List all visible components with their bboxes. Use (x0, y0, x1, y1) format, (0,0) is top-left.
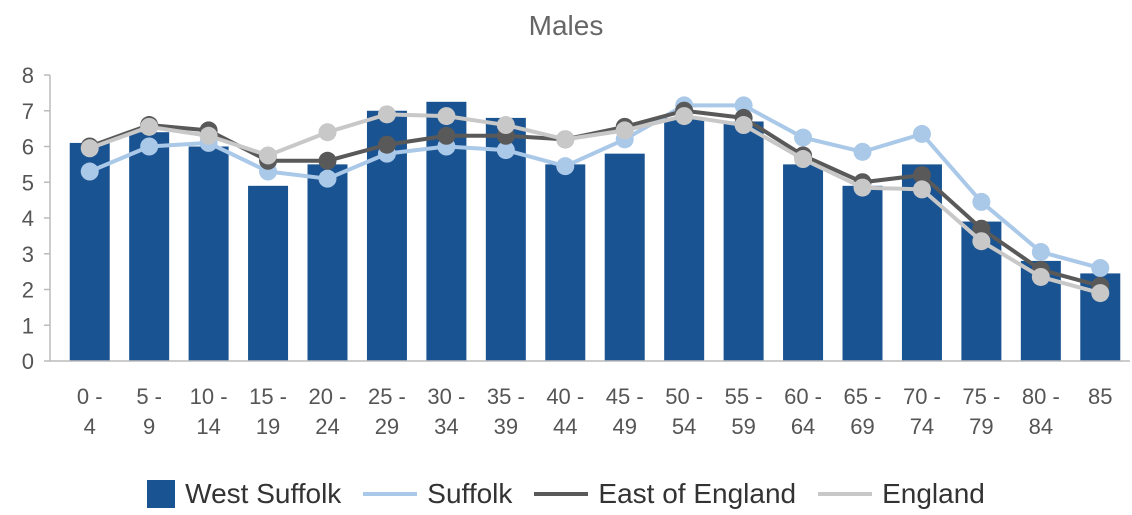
line-east-of-england (87, 108, 1103, 288)
x-tick-label: 80 -84 (1022, 384, 1060, 439)
x-tick-label: 60 -64 (784, 384, 822, 439)
y-tick-label: 3 (22, 242, 34, 267)
legend: West Suffolk Suffolk East of England Eng… (0, 478, 1132, 510)
x-tick-label: 65 -69 (844, 384, 882, 439)
legend-swatch-east-of-england (534, 492, 589, 496)
point-suffolk (1031, 242, 1050, 261)
point-east-of-england (437, 126, 456, 145)
point-suffolk (556, 157, 575, 176)
point-england (437, 107, 456, 126)
y-tick-label: 2 (22, 278, 34, 303)
point-east-of-england (912, 166, 931, 185)
legend-label-east-of-england: East of England (598, 478, 797, 509)
point-england (912, 180, 931, 199)
point-england (615, 121, 634, 140)
x-tick-label: 20 -24 (309, 384, 347, 439)
point-england (556, 130, 575, 149)
point-suffolk (912, 124, 931, 143)
point-england (80, 139, 99, 158)
point-east-of-england (377, 135, 396, 154)
point-england (496, 116, 515, 135)
x-tick-label: 25 -29 (368, 384, 406, 439)
point-suffolk (972, 192, 991, 211)
x-tick-label: 5 -9 (136, 384, 162, 439)
x-tick-label: 55 -59 (725, 384, 763, 439)
point-suffolk (794, 128, 813, 147)
point-england (377, 105, 396, 124)
y-tick-label: 8 (22, 63, 34, 88)
y-tick-label: 7 (22, 99, 34, 124)
legend-label-suffolk: Suffolk (427, 478, 513, 509)
point-england (318, 123, 337, 142)
bar-west-suffolk (783, 164, 824, 361)
x-tick-label: 50 -54 (665, 384, 703, 439)
point-suffolk (1091, 259, 1110, 278)
legend-item-east-of-england[interactable]: East of England (534, 478, 796, 510)
point-england (259, 146, 278, 165)
bar-west-suffolk (545, 164, 586, 361)
point-east-of-england (972, 219, 991, 238)
y-tick-label: 5 (22, 170, 34, 195)
point-england (794, 150, 813, 169)
point-suffolk (318, 169, 337, 188)
x-tick-label: 40 -44 (546, 384, 584, 439)
legend-label-west-suffolk: West Suffolk (185, 478, 342, 509)
y-tick-label: 1 (22, 313, 34, 338)
legend-item-suffolk[interactable]: Suffolk (363, 478, 512, 510)
line-suffolk (87, 103, 1103, 271)
point-suffolk (80, 162, 99, 181)
legend-item-england[interactable]: England (818, 478, 985, 510)
bar-west-suffolk (723, 121, 764, 361)
bar-west-suffolk (604, 153, 645, 361)
point-suffolk (140, 137, 159, 156)
point-suffolk (496, 141, 515, 160)
legend-swatch-suffolk (363, 492, 418, 496)
line-england (87, 112, 1103, 296)
bar-west-suffolk (188, 146, 229, 361)
point-england (734, 116, 753, 135)
chart-title: Males (528, 10, 604, 41)
point-england (853, 178, 872, 197)
point-england (140, 117, 159, 136)
point-east-of-england (318, 151, 337, 170)
point-suffolk (734, 96, 753, 115)
legend-item-west-suffolk[interactable]: West Suffolk (147, 478, 341, 510)
x-tick-label: 30 -34 (427, 384, 465, 439)
x-tick-label: 10 -14 (190, 384, 228, 439)
legend-label-england: England (882, 478, 985, 509)
y-tick-label: 6 (22, 135, 34, 160)
y-tick-label: 4 (22, 206, 34, 231)
x-tick-label: 35 -39 (487, 384, 525, 439)
point-suffolk (853, 142, 872, 161)
x-tick-label: 70 -74 (903, 384, 941, 439)
bar-west-suffolk (307, 164, 348, 361)
point-england (972, 232, 991, 251)
point-england (1091, 284, 1110, 303)
bar-west-suffolk (664, 117, 705, 362)
bar-west-suffolk (842, 185, 883, 361)
point-england (675, 107, 694, 126)
x-tick-label: 15 -19 (249, 384, 287, 439)
x-tick-label: 85 (1088, 384, 1112, 409)
y-tick-label: 0 (22, 349, 34, 374)
point-england (1031, 267, 1050, 286)
legend-swatch-england (818, 492, 873, 496)
point-england (199, 126, 218, 145)
bar-west-suffolk (129, 132, 170, 361)
x-tick-label: 75 -79 (962, 384, 1000, 439)
x-tick-label: 45 -49 (606, 384, 644, 439)
bar-west-suffolk (248, 185, 289, 361)
x-tick-label: 0 -4 (77, 384, 103, 439)
legend-swatch-west-suffolk (147, 480, 176, 508)
